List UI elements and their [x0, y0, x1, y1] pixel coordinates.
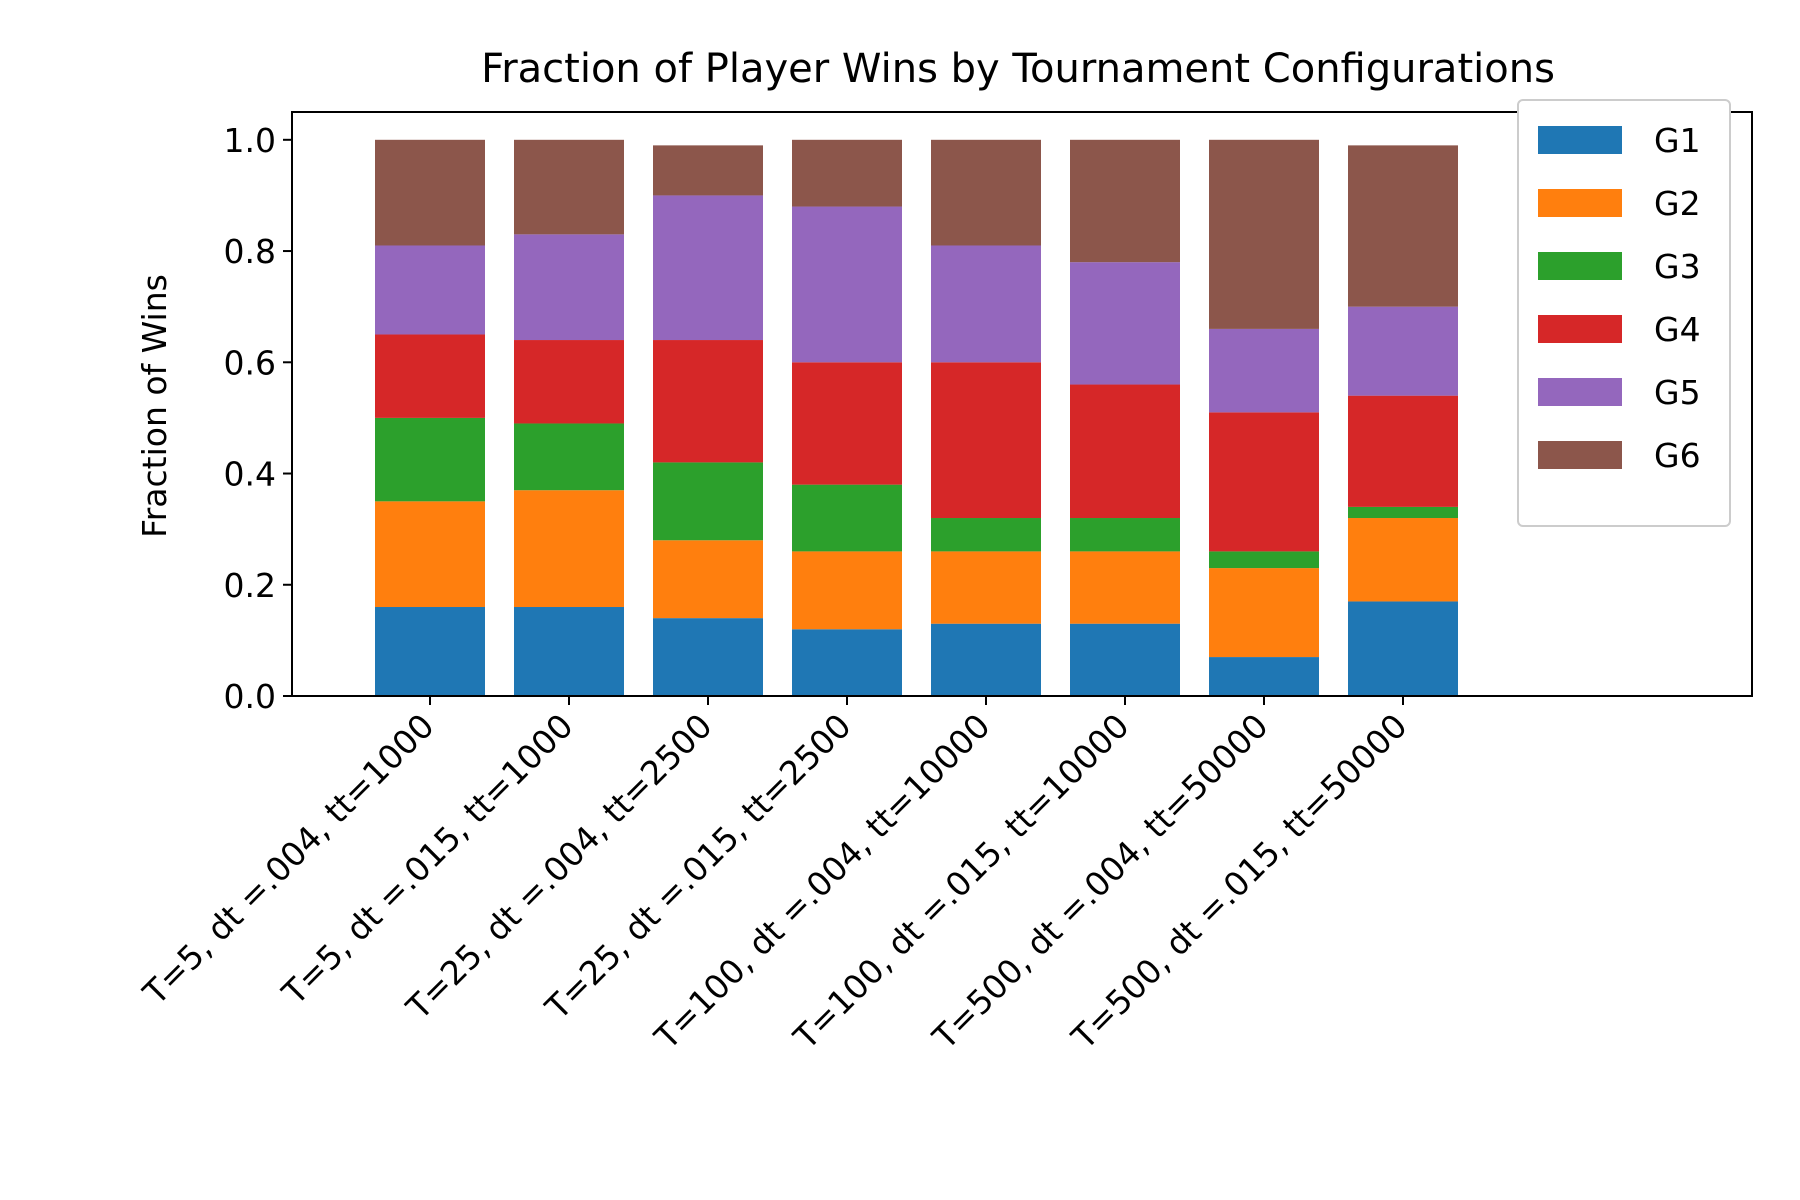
- legend-label-g3: G3: [1654, 247, 1701, 286]
- bar-segment-g5-7: [1209, 328, 1319, 413]
- bar-segment-g4-4: [792, 362, 902, 485]
- bar-segment-g3-1: [375, 417, 485, 502]
- legend-swatch-g2: [1538, 189, 1622, 217]
- bar-segment-g2-1: [375, 501, 485, 608]
- legend-label-g6: G6: [1654, 436, 1701, 475]
- bar-segment-g1-5: [931, 623, 1041, 696]
- bar-segment-g3-6: [1070, 518, 1180, 552]
- legend-label-g2: G2: [1654, 184, 1701, 223]
- legend-swatch-g6: [1538, 441, 1622, 469]
- y-tick-label: 0.4: [224, 455, 276, 494]
- bar-segment-g3-2: [514, 423, 624, 491]
- bar-segment-g3-8: [1348, 506, 1458, 519]
- y-tick-label: 0.0: [224, 677, 276, 716]
- bar-segment-g1-6: [1070, 623, 1180, 696]
- bar-segment-g4-7: [1209, 412, 1319, 552]
- bar-segment-g3-4: [792, 484, 902, 552]
- bar-segment-g1-2: [514, 607, 624, 696]
- legend-label-g4: G4: [1654, 310, 1701, 349]
- bar-segment-g2-7: [1209, 568, 1319, 658]
- bar-segment-g1-7: [1209, 657, 1319, 696]
- bar-segment-g4-2: [514, 340, 624, 424]
- bar-segment-g2-4: [792, 551, 902, 630]
- bar-segment-g5-6: [1070, 262, 1180, 385]
- bar-segment-g2-5: [931, 551, 1041, 624]
- bar-segment-g2-8: [1348, 518, 1458, 602]
- bar-segment-g4-3: [653, 340, 763, 463]
- chart-title: Fraction of Player Wins by Tournament Co…: [481, 46, 1555, 92]
- bar-segment-g4-5: [931, 362, 1041, 519]
- y-tick-label: 0.6: [224, 343, 276, 382]
- bar-segment-g5-2: [514, 234, 624, 341]
- bar-segment-g2-6: [1070, 551, 1180, 624]
- bar-segment-g5-1: [375, 245, 485, 335]
- bar-segment-g4-1: [375, 334, 485, 418]
- y-tick-label: 0.8: [224, 232, 276, 271]
- plot-frame: [291, 111, 1753, 697]
- bar-segment-g6-1: [375, 139, 485, 246]
- bar-segment-g1-8: [1348, 601, 1458, 696]
- bar-segment-g1-1: [375, 607, 485, 696]
- bar-segment-g4-8: [1348, 395, 1458, 507]
- x-tick-label: T=5, dt =.015, tt=1000: [274, 706, 581, 1013]
- y-tick-label: 0.2: [224, 566, 276, 605]
- y-axis-label: Fraction of Wins: [135, 274, 174, 538]
- bar-segment-g6-3: [653, 145, 763, 196]
- bars-layer: [375, 139, 1458, 696]
- legend: G1 G2 G3 G4 G5 G6: [1517, 99, 1731, 527]
- bar-segment-g6-8: [1348, 145, 1458, 307]
- bar-segment-g5-5: [931, 245, 1041, 363]
- x-tick-label: T=5, dt =.004, tt=1000: [135, 706, 442, 1013]
- bar-segment-g3-5: [931, 518, 1041, 552]
- legend-label-g5: G5: [1654, 373, 1701, 412]
- legend-swatch-g1: [1538, 126, 1622, 154]
- bar-segment-g6-2: [514, 139, 624, 235]
- bar-segment-g2-2: [514, 490, 624, 608]
- legend-swatch-g5: [1538, 378, 1622, 406]
- bar-segment-g5-4: [792, 206, 902, 363]
- bar-segment-g1-4: [792, 629, 902, 696]
- y-tick-label: 1.0: [224, 121, 276, 160]
- legend-swatch-g4: [1538, 315, 1622, 343]
- legend-swatch-g3: [1538, 252, 1622, 280]
- bar-segment-g6-6: [1070, 139, 1180, 263]
- bar-segment-g2-3: [653, 540, 763, 619]
- bar-segment-g6-7: [1209, 139, 1319, 329]
- bar-segment-g5-8: [1348, 306, 1458, 396]
- bar-segment-g5-3: [653, 195, 763, 341]
- bar-segment-g6-4: [792, 139, 902, 207]
- bar-segment-g3-7: [1209, 551, 1319, 569]
- bar-segment-g1-3: [653, 618, 763, 696]
- legend-label-g1: G1: [1654, 121, 1701, 160]
- bar-segment-g3-3: [653, 462, 763, 541]
- bar-segment-g4-6: [1070, 384, 1180, 519]
- bar-segment-g6-5: [931, 139, 1041, 246]
